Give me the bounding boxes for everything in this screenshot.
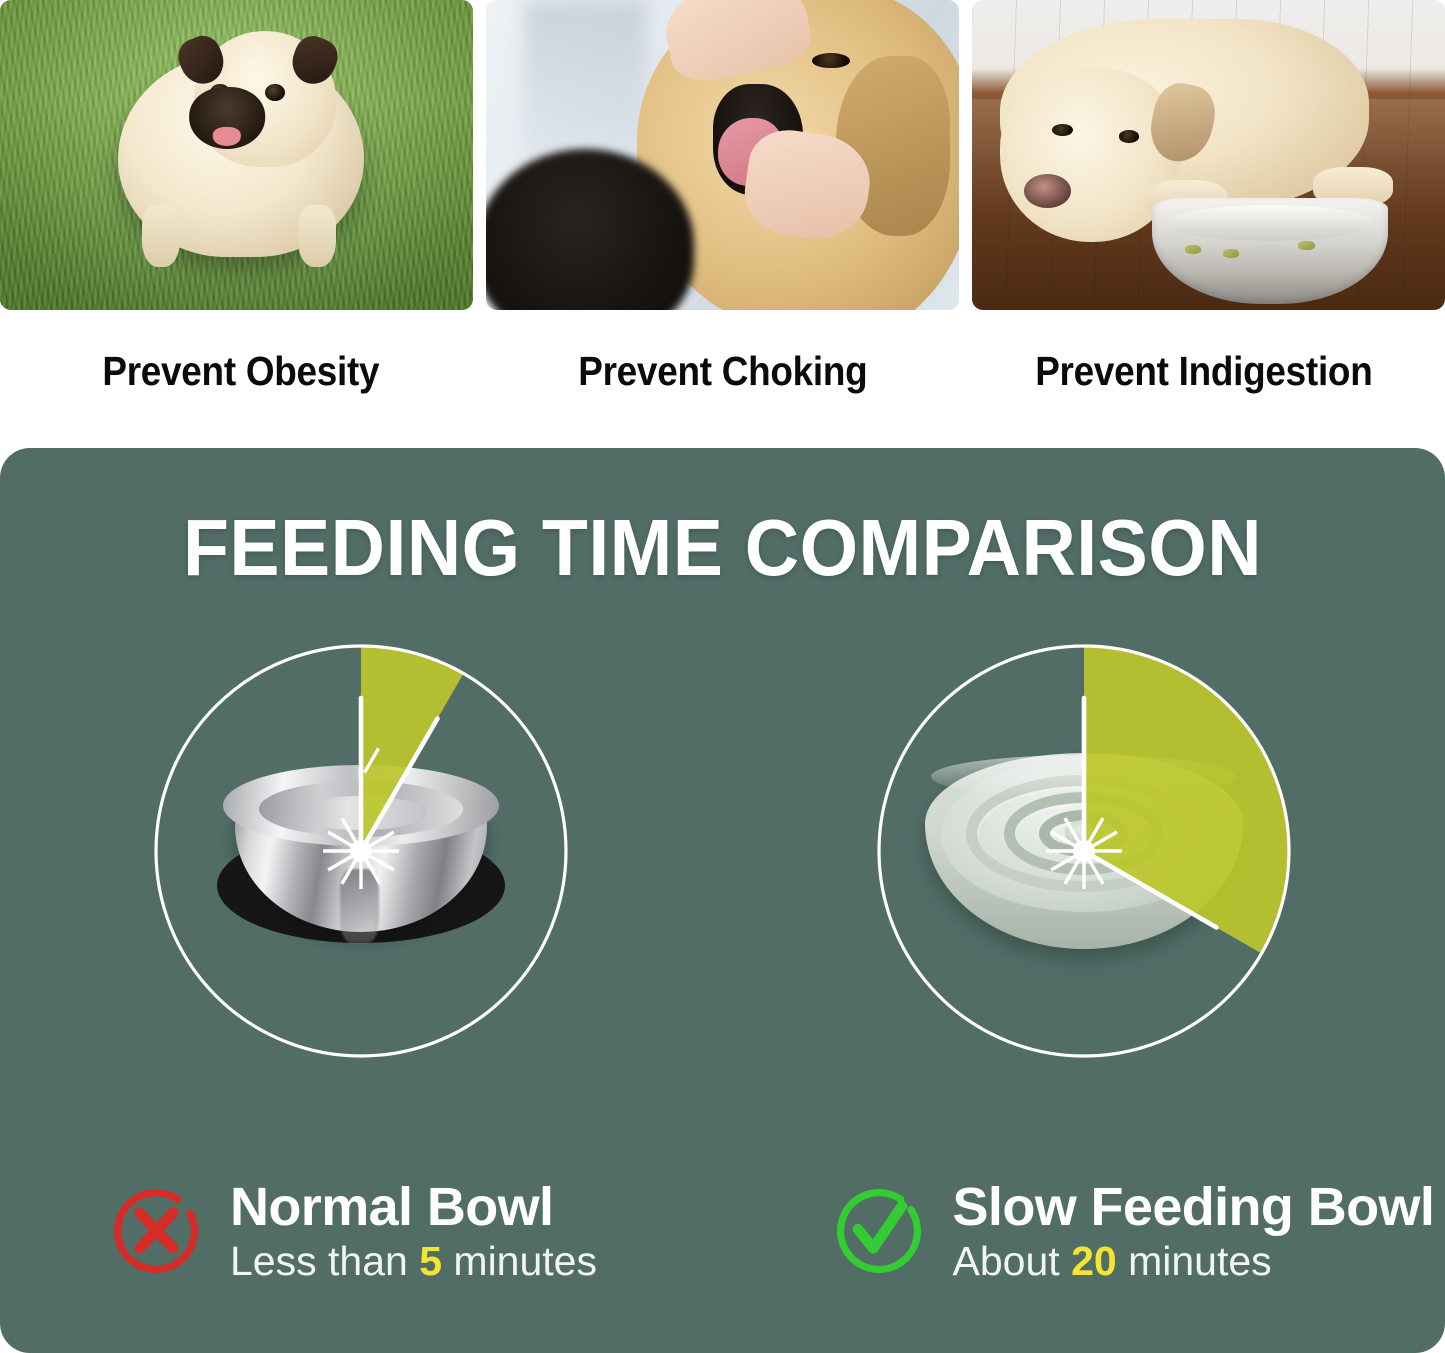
normal-bowl-sub-prefix: Less than [230, 1237, 408, 1284]
clock-center-dot [350, 840, 373, 862]
check-circle-icon [836, 1189, 921, 1273]
retriever-eye [812, 52, 851, 69]
stainless-food-bowl [1151, 198, 1389, 304]
labrador-eye-left [1052, 124, 1074, 137]
clock-comparison-row [0, 636, 1445, 1086]
clock-dial-slow-feeding-bowl [869, 636, 1299, 1066]
clock-ring [154, 644, 568, 1058]
pug-eye-right [264, 83, 285, 102]
normal-bowl-title: Normal Bowl [230, 1176, 554, 1237]
slow-feeding-bowl-title: Slow Feeding Bowl [952, 1176, 1435, 1237]
clock-face-slow-feeding-bowl [877, 644, 1291, 1058]
pug-leg-right [297, 204, 336, 267]
clock-face-normal-bowl [154, 644, 568, 1058]
photo-prevent-obesity [0, 0, 473, 310]
person-head-foreground [486, 148, 695, 310]
label-normal-bowl: Normal Bowl Less than 5 minutes [0, 1165, 723, 1297]
caption-prevent-choking: Prevent Choking [577, 347, 868, 394]
label-slow-feeding-bowl: Slow Feeding Bowl About 20 minutes [723, 1165, 1445, 1297]
clock-column-normal-bowl [0, 636, 723, 1086]
labrador-eye-right [1118, 130, 1140, 143]
pug-tongue [212, 127, 242, 146]
kibble-piece [1184, 244, 1202, 255]
clock-dial-normal-bowl [146, 636, 576, 1066]
clock-ring [877, 644, 1291, 1058]
feeding-time-comparison-panel: FEEDING TIME COMPARISON [0, 448, 1445, 1353]
slow-feeding-bowl-sub-suffix: minutes [1128, 1237, 1272, 1284]
x-circle-icon [114, 1189, 198, 1273]
labrador-lying-beside-bowl-image [972, 0, 1445, 310]
clock-hand-end [1081, 848, 1219, 930]
normal-bowl-subtitle: Less than 5 minutes [230, 1237, 597, 1284]
pug-leg-left [141, 204, 180, 267]
slow-feeding-bowl-sub-prefix: About [952, 1237, 1060, 1284]
caption-prevent-obesity: Prevent Obesity [102, 347, 380, 394]
slow-feeding-bowl-minutes-value: 20 [1071, 1237, 1117, 1284]
elapsed-time-wedge [1083, 646, 1289, 954]
clock-hand-end [358, 716, 441, 854]
kibble-piece [1298, 240, 1315, 251]
normal-bowl-text: Normal Bowl Less than 5 minutes [230, 1176, 597, 1284]
clock-column-slow-feeding-bowl [723, 636, 1445, 1086]
slow-feeding-bowl-subtitle: About 20 minutes [952, 1237, 1435, 1284]
normal-bowl-minutes-value: 5 [419, 1237, 443, 1284]
caption-prevent-indigestion: Prevent Indigestion [1035, 347, 1374, 394]
normal-bowl-sub-suffix: minutes [453, 1237, 597, 1284]
labrador-nose [1024, 173, 1072, 208]
photo-strip [0, 0, 1445, 310]
clock-tick-marks [1045, 813, 1122, 889]
elapsed-time-wedge [361, 646, 464, 851]
hand-checking-dog-mouth-image [486, 0, 959, 310]
comparison-label-row: Normal Bowl Less than 5 minutes Slow Fee… [0, 1165, 1445, 1297]
clock-center-dot [1072, 840, 1095, 862]
panel-title: FEEDING TIME COMPARISON [183, 503, 1262, 592]
kibble-piece [1222, 249, 1240, 259]
photo-prevent-indigestion [972, 0, 1445, 310]
labrador-head [1000, 68, 1181, 242]
overweight-pug-on-grass-image [0, 0, 473, 310]
photo-caption-row: Prevent Obesity Prevent Choking Prevent … [0, 312, 1445, 430]
photo-prevent-choking [486, 0, 959, 310]
slow-feeding-bowl-text: Slow Feeding Bowl About 20 minutes [952, 1176, 1435, 1284]
